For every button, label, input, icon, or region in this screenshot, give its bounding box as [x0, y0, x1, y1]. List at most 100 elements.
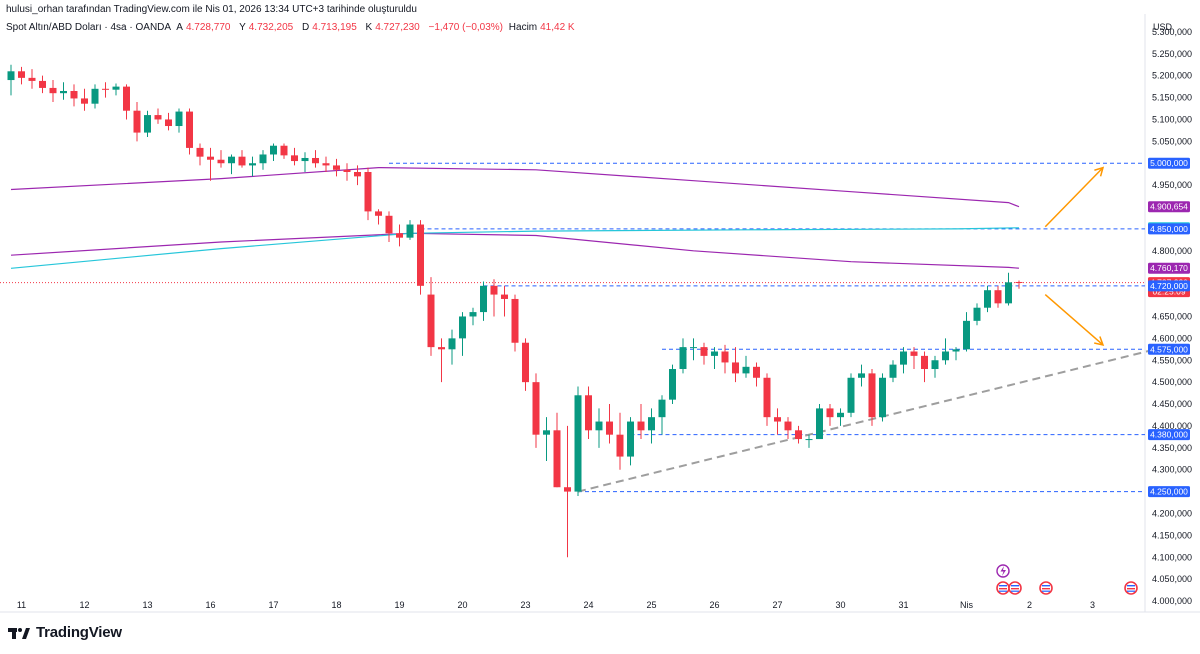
- candle[interactable]: [952, 347, 960, 361]
- candle[interactable]: [28, 69, 36, 89]
- price-axis-label[interactable]: 5.000,000: [1148, 157, 1190, 169]
- candle[interactable]: [270, 143, 277, 162]
- arrow-annotation[interactable]: [1044, 294, 1105, 346]
- candle[interactable]: [879, 373, 886, 422]
- candle[interactable]: [711, 347, 718, 370]
- candle[interactable]: [532, 373, 540, 448]
- candle[interactable]: [312, 150, 319, 168]
- candle[interactable]: [942, 338, 949, 365]
- candle[interactable]: [469, 307, 477, 326]
- candle[interactable]: [396, 224, 403, 247]
- candle[interactable]: [910, 347, 918, 370]
- candle[interactable]: [112, 83, 120, 96]
- candle[interactable]: [175, 108, 183, 133]
- candle[interactable]: [994, 285, 1002, 308]
- price-axis-label[interactable]: 4.720,000: [1148, 280, 1190, 292]
- candle[interactable]: [658, 395, 666, 435]
- candle[interactable]: [669, 364, 676, 405]
- candle[interactable]: [648, 408, 655, 444]
- candle[interactable]: [238, 150, 246, 168]
- price-axis-label[interactable]: 4.250,000: [1148, 486, 1190, 498]
- price-axis-label[interactable]: 4.900,654: [1148, 201, 1190, 213]
- candle[interactable]: [375, 209, 382, 225]
- price-axis-label[interactable]: 4.575,000: [1148, 343, 1190, 355]
- candle[interactable]: [732, 347, 739, 383]
- ma-slow-line[interactable]: [10, 166, 1020, 208]
- candle[interactable]: [39, 75, 46, 94]
- arrow-annotation[interactable]: [1044, 166, 1105, 228]
- candle[interactable]: [49, 80, 57, 102]
- candle[interactable]: [154, 108, 162, 124]
- candle[interactable]: [973, 303, 981, 326]
- candle[interactable]: [984, 285, 991, 313]
- candle[interactable]: [228, 154, 235, 175]
- candle[interactable]: [627, 417, 634, 466]
- candle[interactable]: [963, 312, 970, 352]
- candle[interactable]: [343, 163, 351, 181]
- candle[interactable]: [196, 143, 204, 166]
- candle[interactable]: [1005, 272, 1012, 306]
- candle[interactable]: [217, 150, 225, 168]
- candle[interactable]: [795, 425, 802, 444]
- candle[interactable]: [595, 408, 603, 448]
- candle[interactable]: [763, 373, 771, 426]
- candle[interactable]: [900, 347, 907, 374]
- candle[interactable]: [837, 408, 844, 426]
- us-flag-icon[interactable]: [996, 581, 1010, 595]
- candle[interactable]: [564, 425, 571, 558]
- candle[interactable]: [574, 386, 582, 496]
- candle[interactable]: [102, 82, 109, 98]
- candle[interactable]: [606, 404, 613, 444]
- candle[interactable]: [585, 386, 592, 440]
- candle[interactable]: [501, 285, 508, 317]
- candle[interactable]: [921, 351, 928, 383]
- candle[interactable]: [144, 110, 151, 137]
- candle[interactable]: [259, 150, 267, 170]
- candle[interactable]: [774, 408, 781, 435]
- candle[interactable]: [133, 101, 141, 142]
- candle[interactable]: [511, 294, 519, 352]
- candle[interactable]: [700, 342, 708, 365]
- candle[interactable]: [490, 279, 498, 317]
- candle[interactable]: [784, 417, 792, 440]
- trend-line[interactable]: [577, 348, 1156, 493]
- candle[interactable]: [721, 344, 729, 374]
- candle[interactable]: [207, 147, 214, 181]
- candle[interactable]: [280, 143, 288, 159]
- us-flag-icon[interactable]: [1124, 581, 1138, 595]
- candle[interactable]: [480, 281, 487, 321]
- candle[interactable]: [448, 329, 456, 365]
- candle[interactable]: [322, 156, 330, 172]
- candle[interactable]: [826, 404, 834, 426]
- us-flag-icon[interactable]: [1039, 581, 1053, 595]
- price-axis-label[interactable]: 4.760,170: [1148, 262, 1190, 274]
- economic-events[interactable]: [996, 564, 1138, 595]
- candle[interactable]: [249, 156, 256, 177]
- candle[interactable]: [354, 165, 361, 186]
- candle[interactable]: [165, 112, 172, 131]
- candle[interactable]: [637, 404, 645, 440]
- candle[interactable]: [385, 211, 393, 243]
- candle[interactable]: [616, 412, 624, 470]
- candle[interactable]: [753, 362, 760, 387]
- candle[interactable]: [553, 412, 561, 488]
- candle[interactable]: [742, 355, 750, 378]
- candle[interactable]: [301, 152, 309, 172]
- candle[interactable]: [1015, 280, 1023, 289]
- candle[interactable]: [438, 338, 445, 383]
- candle[interactable]: [816, 404, 823, 440]
- price-axis-label[interactable]: 4.850,000: [1148, 223, 1190, 235]
- ma-mid-line[interactable]: [10, 232, 1020, 269]
- flash-event-icon[interactable]: [996, 564, 1010, 578]
- candle[interactable]: [543, 417, 550, 461]
- candle[interactable]: [364, 167, 372, 221]
- candle[interactable]: [60, 82, 67, 100]
- candle[interactable]: [522, 338, 529, 391]
- candle[interactable]: [931, 355, 939, 378]
- candle[interactable]: [291, 147, 298, 166]
- candle[interactable]: [868, 369, 876, 426]
- tradingview-logo[interactable]: TradingView: [8, 624, 122, 641]
- candle[interactable]: [427, 277, 435, 356]
- candle[interactable]: [690, 338, 697, 361]
